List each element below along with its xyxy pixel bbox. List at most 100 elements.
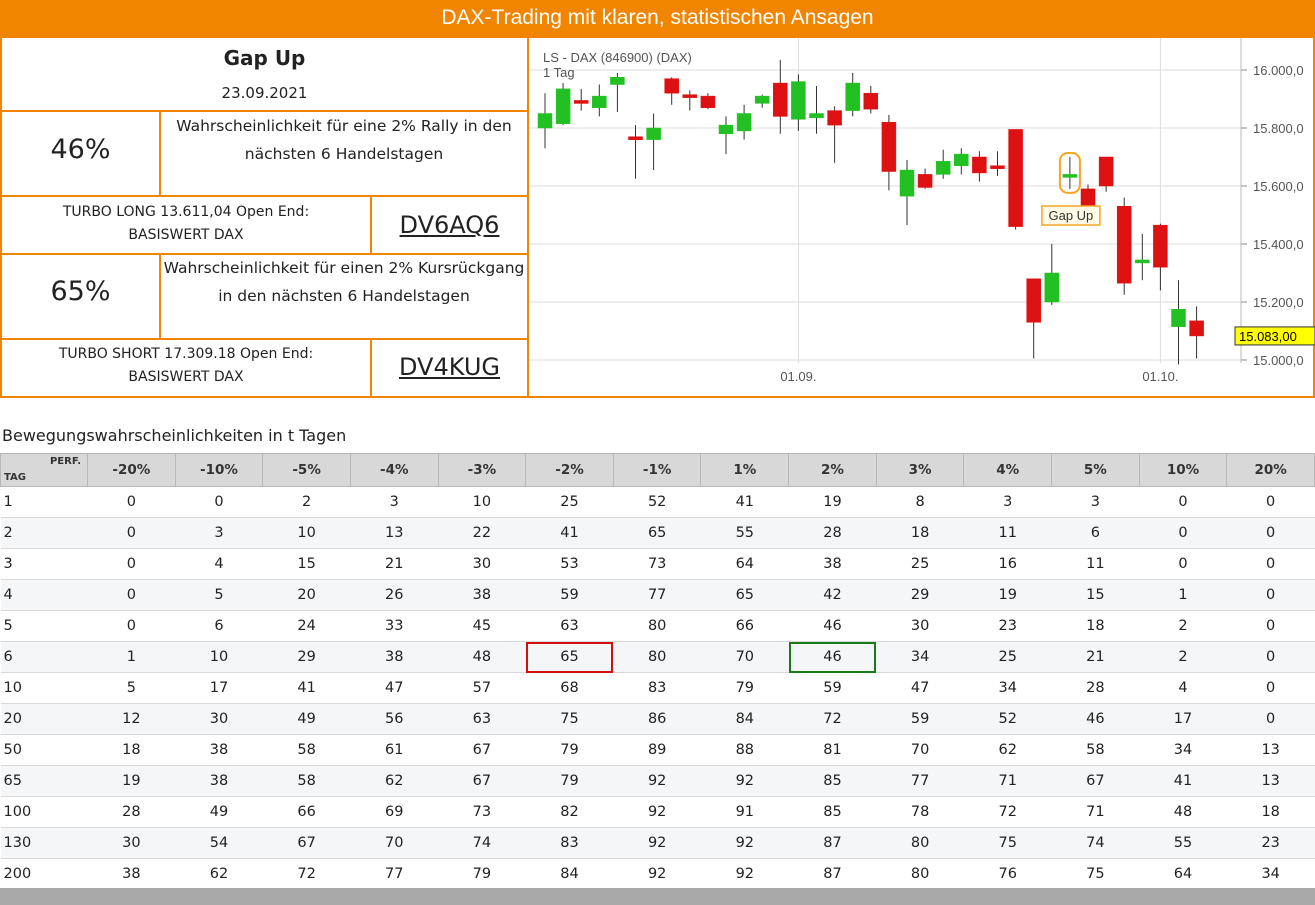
probability-cell: 42 xyxy=(788,579,877,611)
table-row: 10 5 17 41 47 57 68 83 79 59 47 34 28 4 0 xyxy=(0,672,1315,704)
candle-body xyxy=(573,100,589,104)
day-cell: 65 xyxy=(0,765,88,797)
probability-cell: 4 xyxy=(1139,672,1227,704)
probability-cell: 11 xyxy=(1051,548,1140,580)
probability-cell: 58 xyxy=(262,765,351,797)
probability-cell: 66 xyxy=(700,610,789,642)
divider xyxy=(2,110,527,112)
probability-cell: 83 xyxy=(613,672,701,704)
probability-cell: 21 xyxy=(1051,641,1140,673)
day-cell: 5 xyxy=(0,610,88,642)
probability-cell: 23 xyxy=(963,610,1052,642)
probability-cell: 18 xyxy=(87,734,176,766)
probability-cell: 0 xyxy=(1226,486,1315,518)
candle-body xyxy=(736,113,752,132)
probability-cell: 3 xyxy=(963,486,1052,518)
probability-cell: 38 xyxy=(438,579,526,611)
candle-body xyxy=(628,136,643,140)
divider xyxy=(370,197,372,253)
probability-cell: 10 xyxy=(175,641,263,673)
probability-cell: 68 xyxy=(525,672,614,704)
x-tick-label: 01.09. xyxy=(780,369,816,384)
day-cell: 4 xyxy=(0,579,88,611)
signal-date: 23.09.2021 xyxy=(221,84,308,102)
probability-cell: 25 xyxy=(963,641,1052,673)
probability-cell: 3 xyxy=(175,517,263,549)
divider xyxy=(2,195,527,197)
probability-cell: 2 xyxy=(262,486,351,518)
candlestick-chart: 16.000,0 15.800,0 15.600,0 15.400,0 15.200,0… xyxy=(527,38,1315,398)
day-cell: 100 xyxy=(0,796,88,828)
probability-cell: 62 xyxy=(175,858,263,890)
long-code-link[interactable]: DV6AQ6 xyxy=(399,211,500,239)
candle-body xyxy=(1116,206,1132,284)
probability-cell: 19 xyxy=(963,579,1052,611)
probability-cell: 15 xyxy=(1051,579,1140,611)
probability-cell: 52 xyxy=(613,486,701,518)
probability-cell: 34 xyxy=(1139,734,1227,766)
probability-cell: 0 xyxy=(1226,610,1315,642)
probability-cell: 38 xyxy=(175,765,263,797)
probability-cell: 72 xyxy=(788,703,877,735)
probability-cell: 57 xyxy=(438,672,526,704)
probability-cell: 30 xyxy=(175,703,263,735)
probability-cell: 76 xyxy=(963,858,1052,890)
candle-body xyxy=(990,165,1005,169)
column-header: -3% xyxy=(437,453,527,487)
probability-cell: 33 xyxy=(350,610,439,642)
candle-body xyxy=(664,78,679,94)
probability-cell: 79 xyxy=(525,734,614,766)
probability-cell: 30 xyxy=(87,827,176,859)
probability-cell: 81 xyxy=(788,734,877,766)
probability-cell: 49 xyxy=(175,796,263,828)
probability-cell: 5 xyxy=(87,672,176,704)
divider xyxy=(2,253,527,255)
table-row: 5 0 6 24 33 45 63 80 66 46 30 23 18 2 0 xyxy=(0,610,1315,642)
chart-subtitle: 1 Tag xyxy=(543,65,575,80)
probability-cell: 28 xyxy=(788,517,877,549)
candle-body xyxy=(610,77,625,85)
candle-body xyxy=(773,82,788,117)
table-caption: Bewegungswahrscheinlichkeiten in t Tagen xyxy=(2,426,347,445)
probability-cell: 92 xyxy=(700,858,789,890)
probability-cell: 63 xyxy=(438,703,526,735)
probability-cell: 49 xyxy=(262,703,351,735)
probability-cell: 26 xyxy=(350,579,439,611)
candle-body xyxy=(700,95,716,108)
probability-cell: 84 xyxy=(700,703,789,735)
x-tick-label: 01.10. xyxy=(1142,369,1178,384)
column-header: -4% xyxy=(349,453,439,487)
probability-cell: 4 xyxy=(175,548,263,580)
probability-cell: 71 xyxy=(1051,796,1140,828)
candle-body xyxy=(791,81,806,120)
day-cell: 6 xyxy=(0,641,88,673)
column-header: -5% xyxy=(262,453,351,487)
candle-body xyxy=(972,156,987,174)
probability-cell: 0 xyxy=(1226,517,1315,549)
probability-cell: 59 xyxy=(525,579,614,611)
day-cell: 50 xyxy=(0,734,88,766)
probability-cell: 77 xyxy=(876,765,964,797)
probability-cell: 80 xyxy=(876,827,964,859)
annotation-highlight xyxy=(1058,152,1081,194)
probability-cell: 47 xyxy=(876,672,964,704)
y-tick-label: 15.800,0 xyxy=(1253,121,1304,136)
page-header: DAX-Trading mit klaren, statistischen An… xyxy=(0,0,1315,38)
probability-cell: 46 xyxy=(788,641,877,673)
probability-cell: 29 xyxy=(262,641,351,673)
short-code-link[interactable]: DV4KUG xyxy=(398,353,500,381)
probability-cell: 55 xyxy=(1139,827,1227,859)
probability-cell: 74 xyxy=(1051,827,1140,859)
column-header: 2% xyxy=(788,453,877,487)
probability-cell: 15 xyxy=(262,548,351,580)
long-probability: 46% xyxy=(50,134,111,165)
candle-body xyxy=(863,92,879,110)
probability-cell: 79 xyxy=(525,765,614,797)
table-header-row: PERF. TAG -20% -10% -5% -4% -3% -2% -1% 1% 2% 3% 4… xyxy=(0,453,1315,487)
probability-cell: 0 xyxy=(87,548,176,580)
probability-cell: 2 xyxy=(1139,641,1227,673)
probability-cell: 72 xyxy=(963,796,1052,828)
candle-body xyxy=(718,124,734,135)
probability-cell: 38 xyxy=(175,734,263,766)
probability-cell: 13 xyxy=(350,517,439,549)
